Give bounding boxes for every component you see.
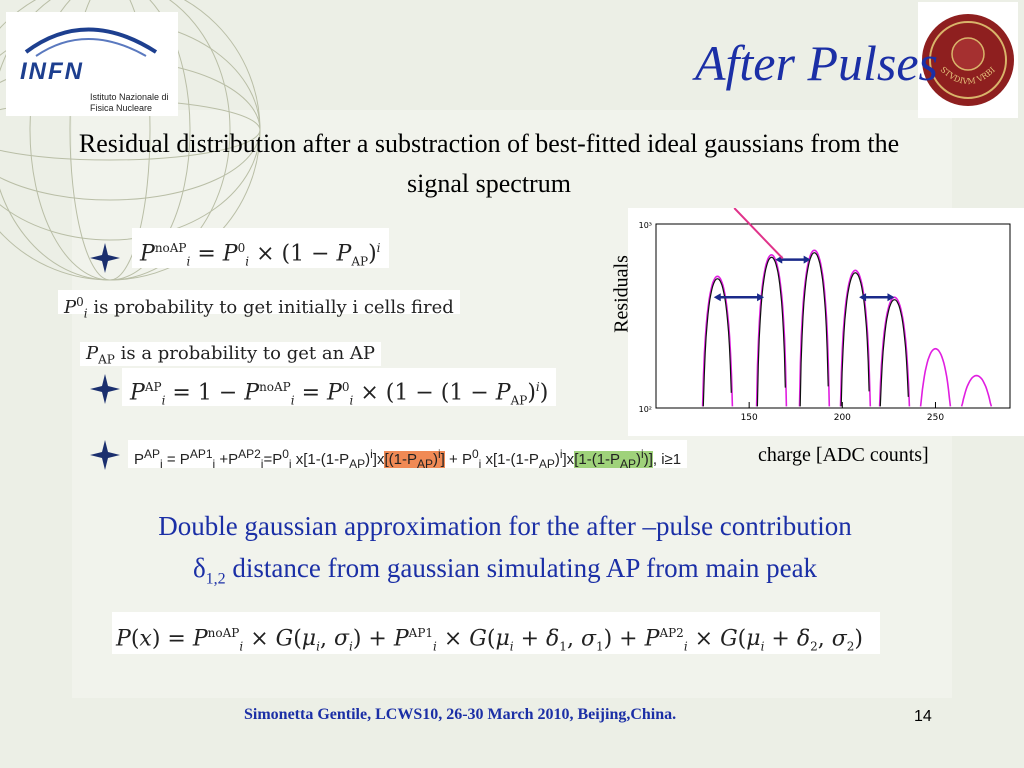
- arrow-head: [859, 293, 867, 302]
- fit-peak: [799, 252, 829, 407]
- data-peak: [960, 374, 993, 407]
- data-peak: [755, 253, 788, 407]
- fit-peak: [702, 278, 732, 407]
- delta-symbol: δ: [192, 553, 206, 583]
- arrow-head: [887, 293, 895, 302]
- pointer-line: [733, 207, 784, 260]
- data-peak: [839, 269, 872, 407]
- y-tick-label: 10³: [639, 221, 652, 230]
- infn-logo-text: INFN: [20, 58, 84, 85]
- ap-paragraph: Double gaussian approximation for the af…: [50, 505, 960, 600]
- fit-peak: [756, 256, 786, 407]
- delta-subscript: 1,2: [205, 570, 226, 588]
- footer-credit: Simonetta Gentile, LCWS10, 26-30 March 2…: [244, 706, 677, 723]
- data-peak: [878, 296, 911, 407]
- university-seal: STVDIVM VRBIS: [915, 0, 1018, 118]
- note-p0: P0i is probability to get initially i ce…: [58, 290, 460, 321]
- chart-y-label-box: Residuals: [610, 244, 634, 344]
- star-bullet-icon: [90, 440, 120, 470]
- star-bullet-icon: [90, 243, 120, 273]
- ap-paragraph-line1: Double gaussian approximation for the af…: [158, 511, 852, 541]
- arrow-head: [775, 255, 783, 264]
- infn-logo-subtitle: Istituto Nazionale di Fisica Nucleare: [90, 92, 169, 113]
- ap-paragraph-line2-row: δ1,2 distance from gaussian simulating A…: [50, 547, 960, 600]
- residuals-chart: 10³ 10² 150 200 250: [628, 207, 1024, 436]
- slide-title: After Pulses: [694, 35, 938, 91]
- formula-p-ap-double: PAPi = PAP1i +PAP2i=P0i x[1-(1-PAP)i]x[(…: [128, 440, 688, 471]
- plot-frame: [655, 223, 1011, 409]
- chart-canvas: 10³ 10² 150 200 250: [639, 207, 1011, 423]
- note-p0-text: is probability to get initially i cells …: [93, 297, 454, 318]
- formula-p-ap: PAPi = 1 − PnoAPi = P0i × (1 − (1 − PAP)…: [122, 368, 557, 408]
- globe-graphic: [0, 0, 261, 281]
- arrow-head: [757, 293, 765, 302]
- data-peak: [919, 347, 952, 407]
- fit-peak: [879, 299, 909, 407]
- data-peak: [701, 275, 734, 407]
- star-bullet-icon: [90, 374, 120, 404]
- data-peak: [798, 249, 831, 407]
- ap-paragraph-line2: distance from gaussian simulating AP fro…: [232, 553, 818, 583]
- formula-px: P(x) = PnoAPi × G(μi, σi) + PAP1i × G(μi…: [112, 612, 880, 654]
- x-tick-label: 150: [741, 413, 758, 423]
- infn-logo: INFN Istituto Nazionale di Fisica Nuclea…: [6, 12, 178, 116]
- slide-subtitle: Residual distribution after a substracti…: [78, 129, 900, 198]
- formula-p-noap: PnoAPi = P0i × (1 − PAP)i: [132, 228, 389, 269]
- chart-x-label: charge [ADC counts]: [758, 444, 929, 466]
- infn-arc-icon: [24, 27, 158, 57]
- arrow-head: [803, 255, 811, 264]
- chart-y-label: Residuals: [610, 255, 633, 333]
- note-pap-text: is a probability to get an AP: [120, 343, 375, 364]
- x-tick-label: 200: [834, 413, 851, 423]
- arrow-head: [713, 293, 721, 302]
- page-number: 14: [914, 708, 932, 725]
- x-tick-label: 250: [927, 413, 944, 423]
- fit-peak: [840, 272, 870, 407]
- y-tick-label: 10²: [639, 405, 652, 414]
- note-pap: PAP is a probability to get an AP: [80, 342, 381, 367]
